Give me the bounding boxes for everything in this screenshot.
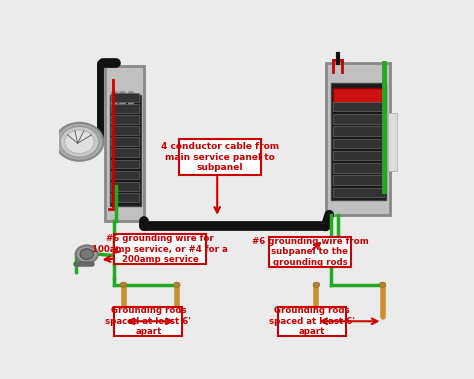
FancyBboxPatch shape [111, 93, 139, 102]
FancyBboxPatch shape [111, 182, 139, 191]
FancyBboxPatch shape [333, 151, 384, 160]
FancyBboxPatch shape [111, 91, 117, 105]
FancyBboxPatch shape [333, 139, 384, 148]
Circle shape [313, 282, 319, 287]
Circle shape [173, 282, 180, 287]
FancyBboxPatch shape [333, 102, 384, 111]
Circle shape [76, 245, 98, 263]
FancyBboxPatch shape [179, 139, 261, 175]
FancyBboxPatch shape [269, 236, 351, 267]
FancyBboxPatch shape [128, 91, 133, 105]
FancyBboxPatch shape [326, 63, 390, 215]
FancyBboxPatch shape [114, 234, 206, 265]
FancyBboxPatch shape [111, 193, 139, 202]
FancyBboxPatch shape [114, 307, 182, 336]
Circle shape [60, 126, 99, 157]
FancyBboxPatch shape [333, 126, 384, 136]
Text: Grounding rods
spaced at least 6'
apart: Grounding rods spaced at least 6' apart [269, 306, 355, 336]
FancyBboxPatch shape [333, 188, 384, 197]
Text: Grounding rods
spaced at least 6'
apart: Grounding rods spaced at least 6' apart [105, 306, 191, 336]
FancyBboxPatch shape [119, 91, 125, 105]
Circle shape [379, 282, 386, 287]
FancyBboxPatch shape [105, 66, 144, 221]
FancyBboxPatch shape [109, 95, 141, 206]
FancyBboxPatch shape [111, 138, 139, 146]
Text: 4 conductor cable from
main service panel to
subpanel: 4 conductor cable from main service pane… [161, 142, 279, 172]
FancyBboxPatch shape [333, 163, 384, 173]
Text: #6 grounding wire for
100amp service, or #4 for a
200amp service: #6 grounding wire for 100amp service, or… [92, 234, 228, 264]
FancyBboxPatch shape [333, 88, 384, 108]
Circle shape [55, 123, 103, 161]
Circle shape [120, 282, 127, 287]
FancyBboxPatch shape [111, 115, 139, 124]
FancyBboxPatch shape [388, 113, 397, 171]
FancyBboxPatch shape [333, 175, 384, 185]
FancyBboxPatch shape [278, 307, 346, 336]
FancyBboxPatch shape [331, 83, 386, 200]
Circle shape [65, 130, 94, 153]
Circle shape [80, 249, 93, 259]
FancyBboxPatch shape [333, 114, 384, 124]
FancyBboxPatch shape [111, 171, 139, 179]
FancyBboxPatch shape [111, 149, 139, 157]
Text: #6 grounding wire from
subpanel to the
grounding rods: #6 grounding wire from subpanel to the g… [252, 237, 368, 267]
FancyBboxPatch shape [111, 160, 139, 168]
FancyBboxPatch shape [111, 126, 139, 135]
FancyBboxPatch shape [111, 104, 139, 113]
